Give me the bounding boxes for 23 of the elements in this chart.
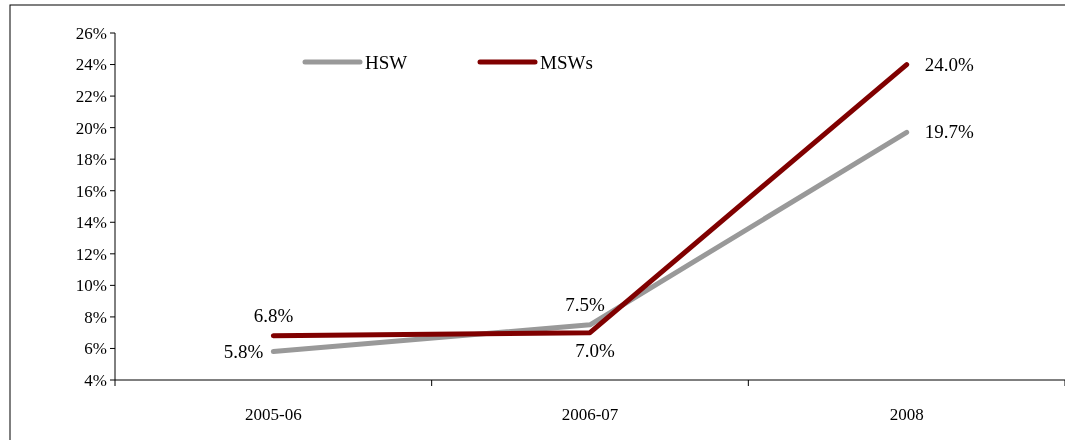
data-label: 7.0%	[575, 339, 615, 361]
y-tick-label: 22%	[75, 87, 107, 107]
y-tick-label: 26%	[75, 23, 107, 43]
data-label: 6.8%	[253, 304, 294, 326]
y-tick-label: 8%	[84, 307, 107, 327]
data-label: 24.0%	[924, 53, 974, 75]
y-tick-label: 6%	[84, 339, 107, 359]
x-tick-label: 2005-06	[245, 405, 302, 424]
data-label: 7.5%	[565, 293, 605, 315]
x-tick-label: 2006-07	[561, 405, 619, 424]
y-tick-label: 20%	[75, 118, 107, 138]
y-tick-label: 4%	[84, 370, 107, 390]
y-tick-label: 24%	[75, 55, 107, 75]
legend-label: MSWs	[540, 51, 593, 73]
y-tick-label: 10%	[75, 276, 107, 296]
data-label: 5.8%	[223, 340, 264, 362]
legend-label: HSW	[365, 51, 408, 73]
y-tick-label: 16%	[75, 181, 107, 201]
y-tick-label: 14%	[75, 213, 107, 233]
x-tick-label: 2008	[889, 405, 924, 424]
y-tick-label: 18%	[75, 150, 107, 170]
data-label: 19.7%	[924, 121, 974, 143]
y-tick-label: 12%	[75, 244, 107, 264]
